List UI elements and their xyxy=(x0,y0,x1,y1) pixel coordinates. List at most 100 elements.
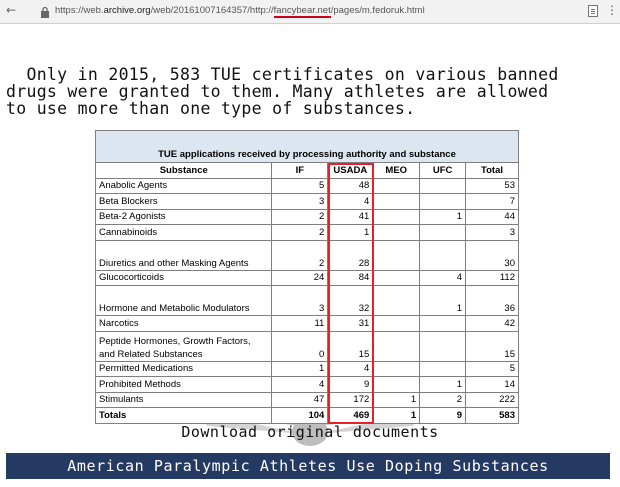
table-row: Diuretics and other Masking Agents 2 28 … xyxy=(94,239,519,271)
header-ufc: UFC xyxy=(419,162,467,179)
cell-total: 14 xyxy=(465,376,519,393)
table-row: Beta Blockers 3 4 7 xyxy=(94,193,519,210)
table-row: Stimulants 47 172 1 2 222 xyxy=(94,391,519,408)
table-row: Cannabinoids 2 1 3 xyxy=(94,224,519,241)
url-highlight: fancybear.net xyxy=(273,5,331,18)
cell-total: 3 xyxy=(465,224,519,241)
cell-substance: Anabolic Agents xyxy=(94,177,273,194)
cell-meo xyxy=(372,208,421,225)
cell-ufc: 1 xyxy=(419,208,467,225)
url-suffix: /pages/m.fedoruk.html xyxy=(330,5,425,16)
cell-substance-line-1: Peptide Hormones, Growth Factors, xyxy=(99,335,251,347)
cell-ufc xyxy=(419,360,467,377)
url-middle: /web/20161007164357/http:// xyxy=(150,5,274,16)
cell-substance-line-2: and Related Substances xyxy=(99,348,203,360)
back-arrow-icon[interactable]: ← xyxy=(6,3,17,17)
cell-usada: 4 xyxy=(327,360,374,377)
headline-line-1: Only in 2015, 583 TUE certificates on va… xyxy=(6,65,559,84)
url-prefix: https://web. xyxy=(55,5,104,16)
cell-ufc: 4 xyxy=(419,269,467,286)
cell-substance: Diuretics and other Masking Agents xyxy=(94,239,273,271)
cell-totals-total: 583 xyxy=(465,407,519,424)
cell-total: 44 xyxy=(465,208,519,225)
cell-substance: Hormone and Metabolic Modulators xyxy=(94,285,273,316)
table-header-row: Substance IF USADA MEO UFC Total xyxy=(94,162,519,179)
cell-ufc xyxy=(419,177,467,194)
cell-if: 4 xyxy=(271,376,329,393)
cell-usada: 48 xyxy=(327,177,374,194)
cell-substance: Beta Blockers xyxy=(94,193,273,210)
table-totals-row: Totals 104 469 1 9 583 xyxy=(94,407,519,424)
cell-substance: Beta-2 Agonists xyxy=(94,208,273,225)
cell-meo xyxy=(372,177,421,194)
cell-ufc: 2 xyxy=(419,391,467,408)
cell-totals-label: Totals xyxy=(94,407,273,424)
cell-total: 5 xyxy=(465,360,519,377)
cell-total: 30 xyxy=(465,239,519,271)
cell-total: 42 xyxy=(465,315,519,332)
cell-total: 36 xyxy=(465,285,519,316)
cell-meo xyxy=(372,193,421,210)
page-banner: American Paralympic Athletes Use Doping … xyxy=(6,453,610,479)
cell-meo xyxy=(372,360,421,377)
cell-meo xyxy=(372,239,421,271)
cell-if: 0 xyxy=(271,330,329,362)
cell-ufc xyxy=(419,330,467,362)
url-domain: archive.org xyxy=(103,5,151,16)
cell-usada: 1 xyxy=(327,224,374,241)
cell-total: 112 xyxy=(465,269,519,286)
header-meo: MEO xyxy=(372,162,421,179)
cell-usada: 9 xyxy=(327,376,374,393)
cell-total: 53 xyxy=(465,177,519,194)
header-usada: USADA xyxy=(327,162,374,179)
table-row: Anabolic Agents 5 48 53 xyxy=(94,177,519,194)
download-documents-link[interactable]: Download original documents xyxy=(181,423,439,441)
header-if: IF xyxy=(271,162,329,179)
cell-substance: Glucocorticoids xyxy=(94,269,273,286)
cell-substance: Peptide Hormones, Growth Factors, and Rel… xyxy=(94,330,273,362)
cell-total: 15 xyxy=(465,330,519,362)
url-field[interactable]: https://web.archive.org/web/201610071643… xyxy=(55,5,425,18)
cell-substance: Cannabinoids xyxy=(94,224,273,241)
tue-table: TUE applications received by processing … xyxy=(94,130,519,424)
cell-ufc xyxy=(419,224,467,241)
cell-usada: 15 xyxy=(327,330,374,362)
cell-usada: 31 xyxy=(327,315,374,332)
cell-if: 24 xyxy=(271,269,329,286)
cell-if: 2 xyxy=(271,224,329,241)
table-row: Hormone and Metabolic Modulators 3 32 1 … xyxy=(94,285,519,316)
cell-total: 222 xyxy=(465,391,519,408)
headline-line-2: drugs were granted to them. Many athlete… xyxy=(6,82,549,101)
table-row: Permitted Medications 1 4 5 xyxy=(94,360,519,377)
table-row: Glucocorticoids 24 84 4 112 xyxy=(94,269,519,286)
headline-line-3: to use more than one type of substances. xyxy=(6,99,416,118)
cell-ufc xyxy=(419,193,467,210)
menu-icon[interactable]: ⋮ xyxy=(606,3,618,17)
cell-usada: 28 xyxy=(327,239,374,271)
reader-mode-icon[interactable] xyxy=(588,5,598,17)
cell-if: 1 xyxy=(271,360,329,377)
cell-total: 7 xyxy=(465,193,519,210)
table-caption: TUE applications received by processing … xyxy=(95,130,519,163)
table-row: Peptide Hormones, Growth Factors, and Rel… xyxy=(94,330,519,362)
cell-meo xyxy=(372,224,421,241)
cell-substance: Prohibited Methods xyxy=(94,376,273,393)
cell-usada: 172 xyxy=(327,391,374,408)
cell-substance: Permitted Medications xyxy=(94,360,273,377)
cell-ufc: 1 xyxy=(419,285,467,316)
browser-address-bar: ← https://web.archive.org/web/2016100716… xyxy=(0,0,620,24)
cell-totals-if: 104 xyxy=(271,407,329,424)
cell-usada: 84 xyxy=(327,269,374,286)
cell-meo xyxy=(372,376,421,393)
headline-text: Only in 2015, 583 TUE certificates on va… xyxy=(6,66,614,117)
cell-substance: Narcotics xyxy=(94,315,273,332)
cell-substance: Stimulants xyxy=(94,391,273,408)
cell-meo xyxy=(372,330,421,362)
cell-if: 2 xyxy=(271,208,329,225)
cell-if: 47 xyxy=(271,391,329,408)
cell-if: 2 xyxy=(271,239,329,271)
tue-table-container: TUE applications received by processing … xyxy=(94,130,519,424)
table-row: Beta-2 Agonists 2 41 1 44 xyxy=(94,208,519,225)
cell-meo: 1 xyxy=(372,391,421,408)
cell-usada: 4 xyxy=(327,193,374,210)
